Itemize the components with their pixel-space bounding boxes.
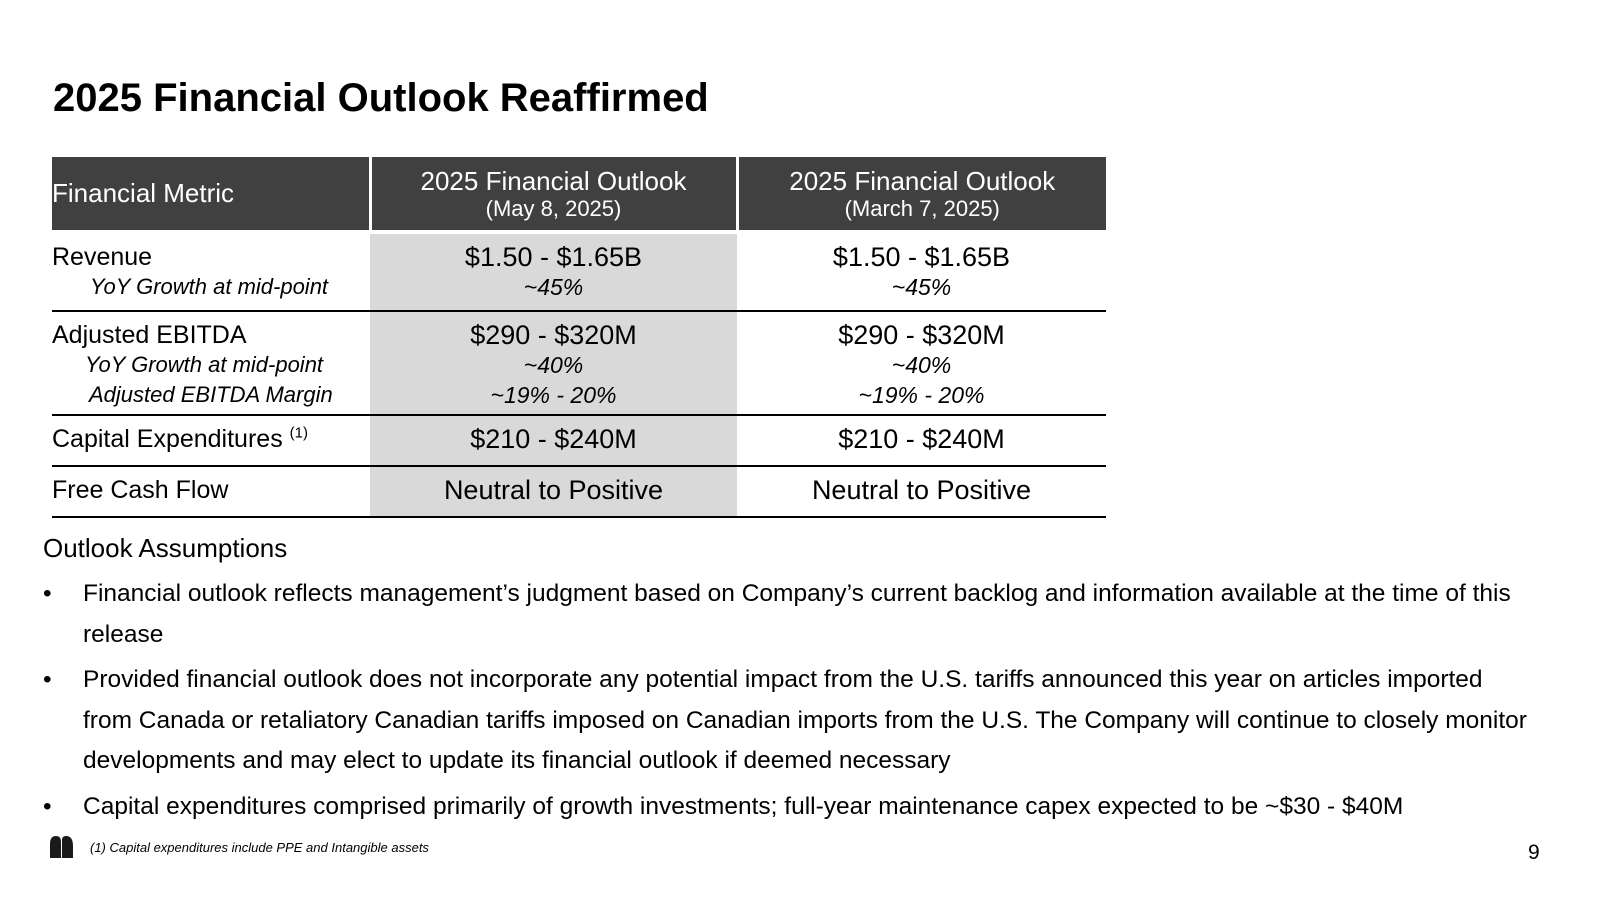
header-outlook-march: 2025 Financial Outlook (March 7, 2025) <box>737 157 1106 230</box>
bullet-icon: • <box>43 580 52 607</box>
header-outlook-march-date: (March 7, 2025) <box>844 195 1000 221</box>
metric-sublabel-revenue-growth: YoY Growth at mid-point <box>90 274 329 299</box>
value-cell-capex-march: $210 - $240M <box>737 415 1106 467</box>
value-cell-revenue-march: $1.50 - $1.65B ~45% <box>737 234 1106 312</box>
metric-sublabel-ebitda-growth: YoY Growth at mid-point <box>85 352 324 377</box>
page-number: 9 <box>1528 841 1540 864</box>
capex-label-text: Capital Expenditures <box>52 425 283 453</box>
value-cell-revenue-may: $1.50 - $1.65B ~45% <box>370 234 737 312</box>
list-item: • Financial outlook reflects management’s… <box>43 574 1533 655</box>
bullet-icon: • <box>43 792 52 820</box>
assumption-text: Capital expenditures comprised primarily… <box>83 792 1404 820</box>
list-item: • Capital expenditures comprised primaril… <box>43 787 1533 828</box>
metric-label-ebitda: Adjusted EBITDA <box>52 321 247 349</box>
capex-may-range: $210 - $240M <box>470 424 637 454</box>
assumptions-list: • Financial outlook reflects management’s… <box>43 574 1533 832</box>
assumption-text: Financial outlook reflects management’s … <box>83 580 1511 648</box>
assumptions-title: Outlook Assumptions <box>43 533 288 563</box>
capex-march-range: $210 - $240M <box>838 424 1005 454</box>
fcf-may-value: Neutral to Positive <box>443 475 664 505</box>
metric-label-capex: Capital Expenditures (1) <box>52 416 370 454</box>
company-logo-icon <box>50 836 73 858</box>
header-outlook-may-date: (May 8, 2025) <box>485 195 622 221</box>
financial-outlook-table: Financial Metric 2025 Financial Outlook … <box>52 157 1106 518</box>
ebitda-march-margin: ~19% - 20% <box>858 382 985 408</box>
table-row-adjusted-ebitda: Adjusted EBITDA YoY Growth at mid-point … <box>52 311 1106 416</box>
metric-cell-ebitda: Adjusted EBITDA YoY Growth at mid-point … <box>52 311 370 416</box>
revenue-march-growth: ~45% <box>891 274 952 300</box>
footnote-reference: (1) <box>289 424 308 442</box>
footnote: (1) Capital expenditures include PPE and… <box>90 840 429 855</box>
metric-cell-capex: Capital Expenditures (1) <box>52 415 370 467</box>
value-cell-fcf-march: Neutral to Positive <box>737 466 1106 518</box>
revenue-may-growth: ~45% <box>523 274 584 300</box>
list-item: • Provided financial outlook does not inc… <box>43 660 1533 782</box>
value-cell-ebitda-may: $290 - $320M ~40% ~19% - 20% <box>370 311 737 416</box>
assumption-text: Provided financial outlook does not inco… <box>83 666 1527 774</box>
revenue-may-range: $1.50 - $1.65B <box>464 242 643 272</box>
metric-label-revenue: Revenue <box>52 243 153 271</box>
slide-title: 2025 Financial Outlook Reaffirmed <box>53 76 709 120</box>
metric-label-fcf: Free Cash Flow <box>52 476 229 504</box>
value-cell-fcf-may: Neutral to Positive <box>370 466 737 518</box>
ebitda-march-growth: ~40% <box>891 352 952 378</box>
ebitda-may-growth: ~40% <box>523 352 584 378</box>
table-row-free-cash-flow: Free Cash Flow Neutral to Positive Neutr… <box>52 466 1106 518</box>
ebitda-may-margin: ~19% - 20% <box>490 382 617 408</box>
bullet-icon: • <box>43 666 52 693</box>
ebitda-march-range: $290 - $320M <box>838 320 1005 350</box>
ebitda-may-range: $290 - $320M <box>470 320 637 350</box>
table-row-capital-expenditures: Capital Expenditures (1) $210 - $240M $2… <box>52 415 1106 467</box>
value-cell-ebitda-march: $290 - $320M ~40% ~19% - 20% <box>737 311 1106 416</box>
header-outlook-may-title: 2025 Financial Outlook <box>420 165 687 196</box>
header-financial-metric: Financial Metric <box>52 157 372 230</box>
table-row-revenue: Revenue YoY Growth at mid-point $1.50 - … <box>52 234 1106 312</box>
metric-sublabel-ebitda-margin: Adjusted EBITDA Margin <box>89 382 333 407</box>
metric-cell-revenue: Revenue YoY Growth at mid-point <box>52 234 370 312</box>
fcf-march-value: Neutral to Positive <box>811 475 1032 505</box>
header-outlook-may: 2025 Financial Outlook (May 8, 2025) <box>370 157 739 230</box>
value-cell-capex-may: $210 - $240M <box>370 415 737 467</box>
header-outlook-march-title: 2025 Financial Outlook <box>789 165 1056 196</box>
revenue-march-range: $1.50 - $1.65B <box>832 242 1011 272</box>
table-header-row: Financial Metric 2025 Financial Outlook … <box>52 157 1106 230</box>
metric-cell-fcf: Free Cash Flow <box>52 466 370 518</box>
